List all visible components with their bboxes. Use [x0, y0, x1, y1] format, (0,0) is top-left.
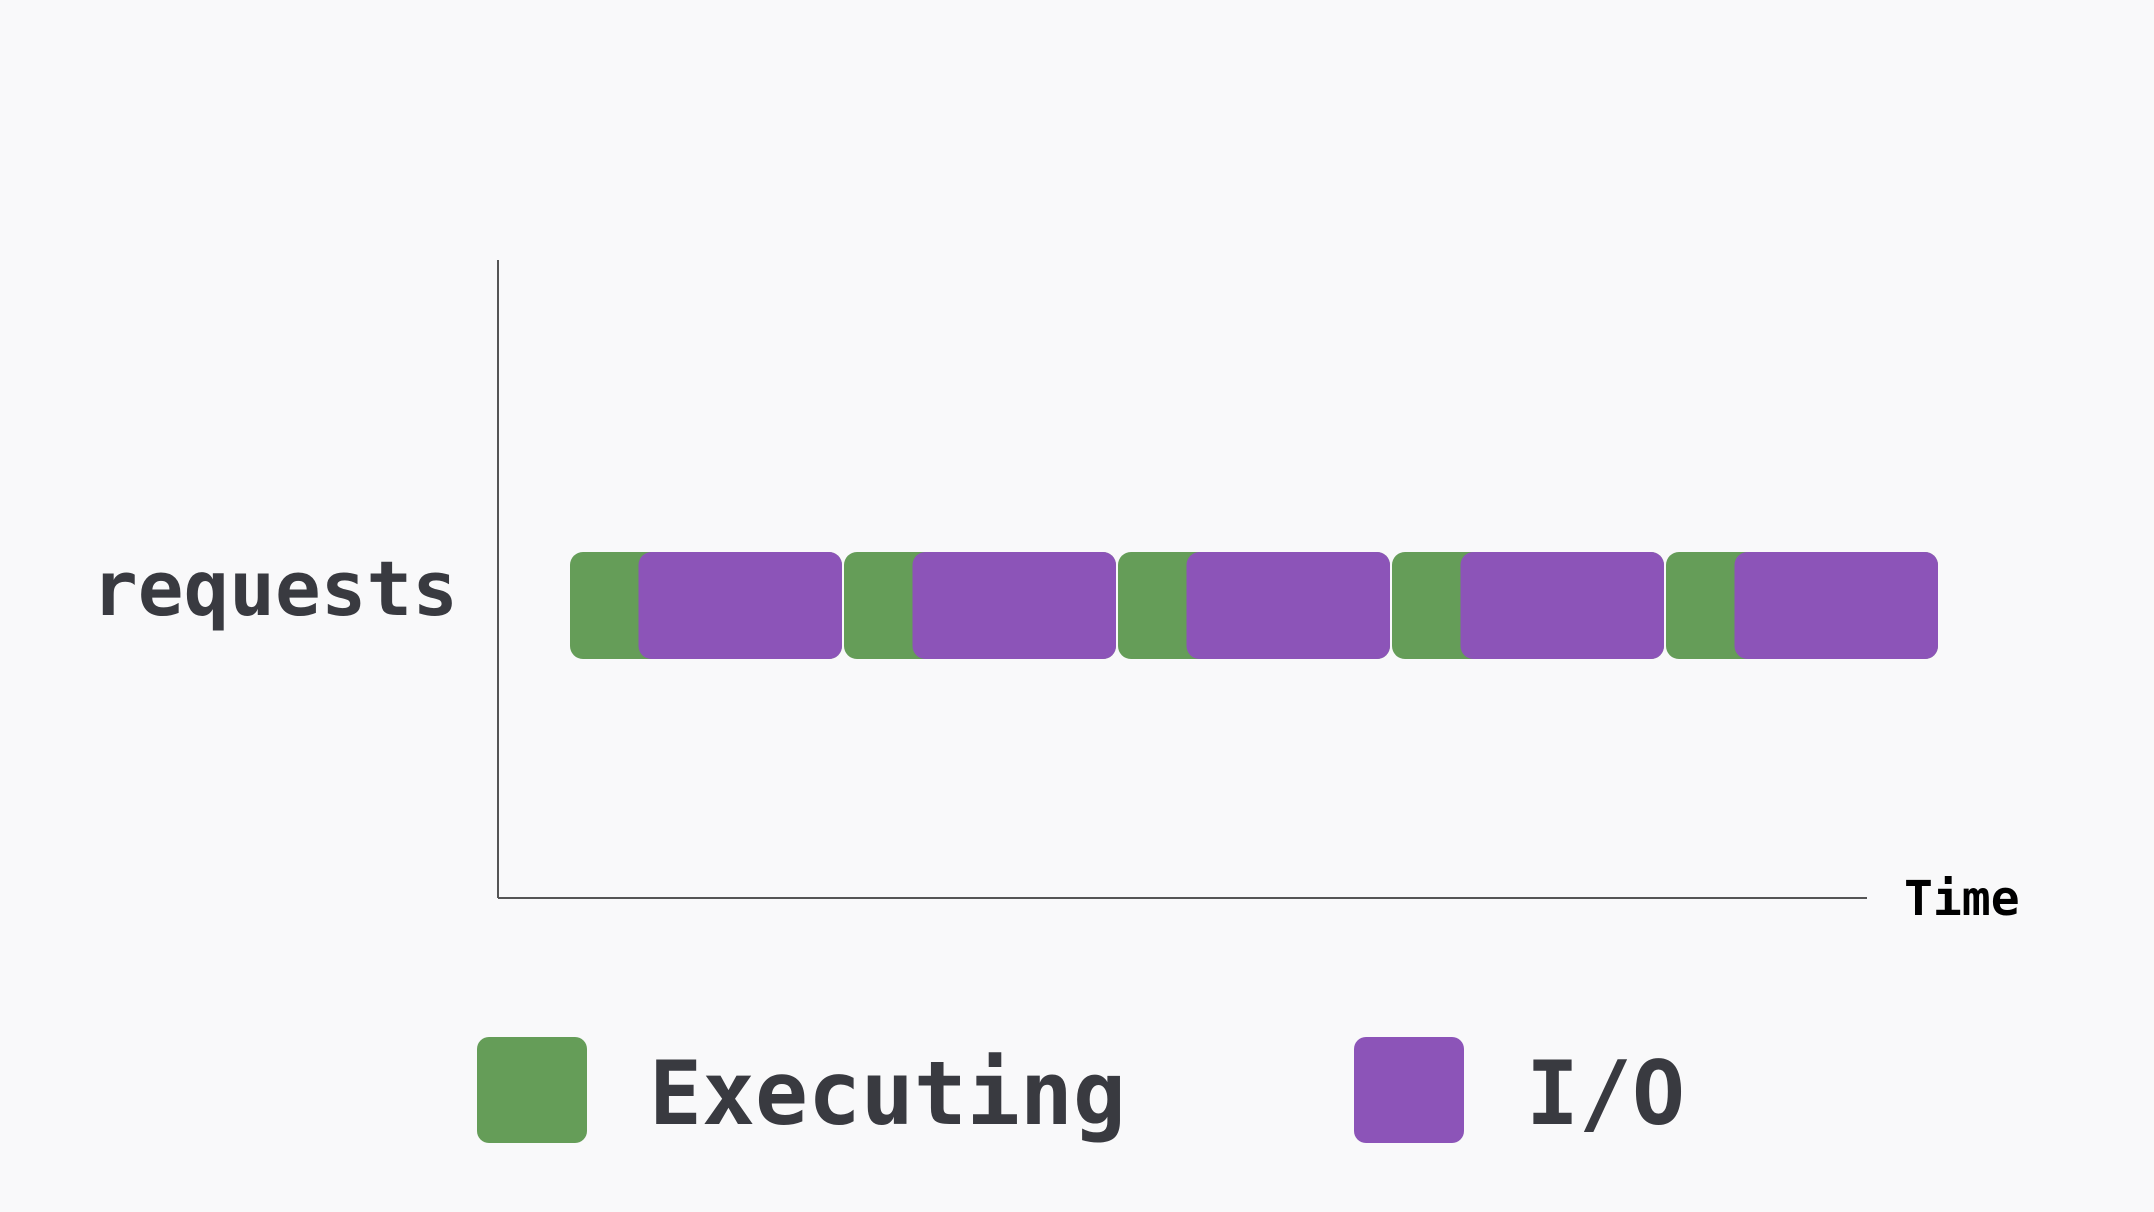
row-label-requests: requests — [92, 544, 458, 633]
legend: Executing I/O — [477, 1037, 1685, 1145]
legend-label-executing: Executing — [649, 1042, 1126, 1145]
segment-io-4 — [1460, 552, 1664, 659]
segment-io-2 — [912, 552, 1116, 659]
x-axis-label: Time — [1904, 871, 2020, 927]
legend-label-io: I/O — [1526, 1042, 1685, 1145]
request-segments — [570, 552, 1938, 659]
legend-swatch-executing — [477, 1037, 587, 1143]
segment-io-5 — [1734, 552, 1938, 659]
segment-io-3 — [1186, 552, 1390, 659]
legend-swatch-io — [1354, 1037, 1464, 1143]
segment-io-1 — [638, 552, 842, 659]
